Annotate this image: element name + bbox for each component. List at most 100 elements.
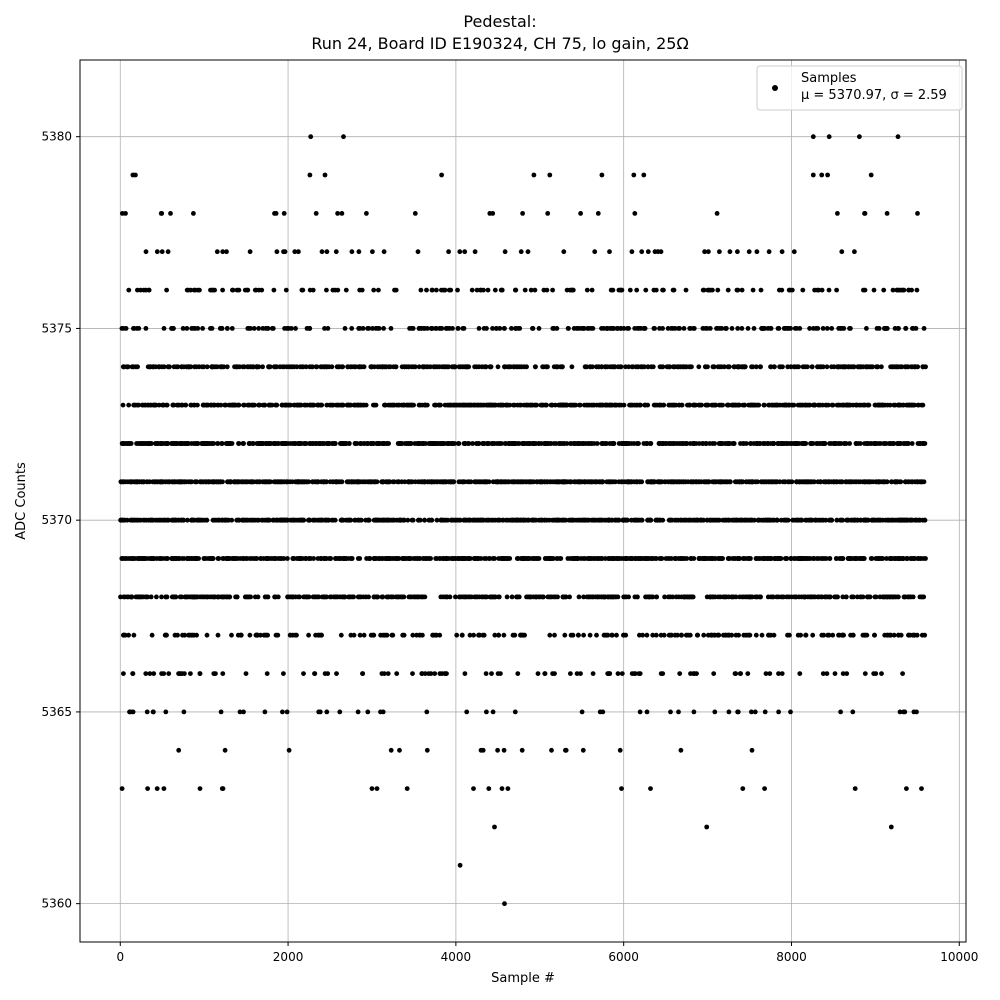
data-point [157, 441, 163, 446]
data-point [356, 249, 362, 255]
data-point [313, 441, 318, 446]
data-point [156, 402, 162, 408]
data-point [760, 556, 766, 561]
data-point [141, 594, 146, 600]
data-point [809, 364, 815, 370]
data-point [715, 287, 721, 293]
data-point [701, 556, 707, 561]
data-point [594, 632, 599, 638]
data-point [829, 402, 835, 408]
data-point [481, 441, 487, 446]
data-point [710, 441, 715, 446]
data-point [759, 632, 765, 638]
data-point [492, 632, 498, 638]
data-point [509, 326, 514, 331]
data-point [686, 402, 692, 408]
data-point [263, 632, 268, 638]
data-point [324, 402, 330, 408]
data-point [688, 364, 693, 370]
data-point [848, 364, 854, 370]
data-point [584, 402, 589, 408]
data-point [159, 249, 165, 255]
data-point [390, 632, 396, 638]
data-point [623, 556, 629, 561]
data-point [532, 287, 538, 293]
data-point [464, 709, 470, 715]
data-point [456, 364, 462, 370]
data-point [200, 326, 206, 331]
data-point [197, 287, 202, 293]
data-point [511, 402, 516, 408]
data-point [393, 364, 399, 370]
data-point [765, 594, 771, 600]
data-point [215, 441, 221, 446]
data-point [502, 326, 507, 331]
data-point [651, 287, 657, 293]
data-point [584, 287, 590, 293]
data-point [848, 326, 853, 331]
data-point [770, 594, 776, 600]
data-point [788, 709, 793, 715]
data-point [842, 441, 847, 446]
data-point [682, 517, 687, 523]
data-point [306, 632, 311, 638]
data-point [621, 517, 627, 523]
data-point [134, 326, 140, 331]
data-point [607, 441, 613, 446]
data-point [462, 249, 468, 255]
data-point [213, 671, 218, 676]
data-point [230, 287, 235, 293]
data-point [730, 594, 735, 600]
data-point [243, 671, 249, 676]
data-point [816, 287, 822, 293]
data-point [450, 364, 456, 370]
data-point [143, 671, 149, 676]
data-point [155, 517, 161, 523]
data-point [638, 556, 644, 561]
data-point [852, 249, 857, 255]
data-point [735, 326, 741, 331]
data-point [203, 402, 209, 408]
data-point [514, 556, 520, 561]
data-point [892, 326, 898, 331]
data-point [428, 479, 434, 485]
data-point [648, 441, 654, 446]
data-point [611, 441, 617, 446]
data-point [323, 517, 328, 523]
data-point [892, 594, 898, 600]
data-point [279, 402, 285, 408]
data-point [303, 364, 309, 370]
data-point [614, 556, 620, 561]
data-point [619, 287, 625, 293]
data-point [482, 594, 488, 600]
data-point [632, 594, 638, 600]
data-point [143, 326, 149, 331]
data-point [273, 211, 279, 216]
data-point [483, 364, 489, 370]
data-point [385, 556, 391, 561]
data-point [484, 709, 489, 715]
data-point [836, 632, 841, 638]
data-point [154, 594, 159, 600]
data-point [879, 671, 884, 676]
data-point [525, 249, 531, 255]
data-point [220, 671, 226, 676]
data-point [124, 364, 130, 370]
data-point [249, 556, 255, 561]
data-point [578, 671, 583, 676]
data-point [419, 441, 425, 446]
data-point [366, 517, 372, 523]
data-point [466, 441, 472, 446]
data-point [850, 709, 856, 715]
data-point [669, 326, 674, 331]
data-point [223, 402, 228, 408]
data-point [299, 441, 304, 446]
data-point [836, 402, 842, 408]
data-point [628, 517, 634, 523]
data-point [199, 441, 205, 446]
data-point [241, 441, 246, 446]
data-point [553, 441, 559, 446]
data-point [622, 594, 628, 600]
data-point [522, 479, 528, 485]
data-point [717, 364, 723, 370]
